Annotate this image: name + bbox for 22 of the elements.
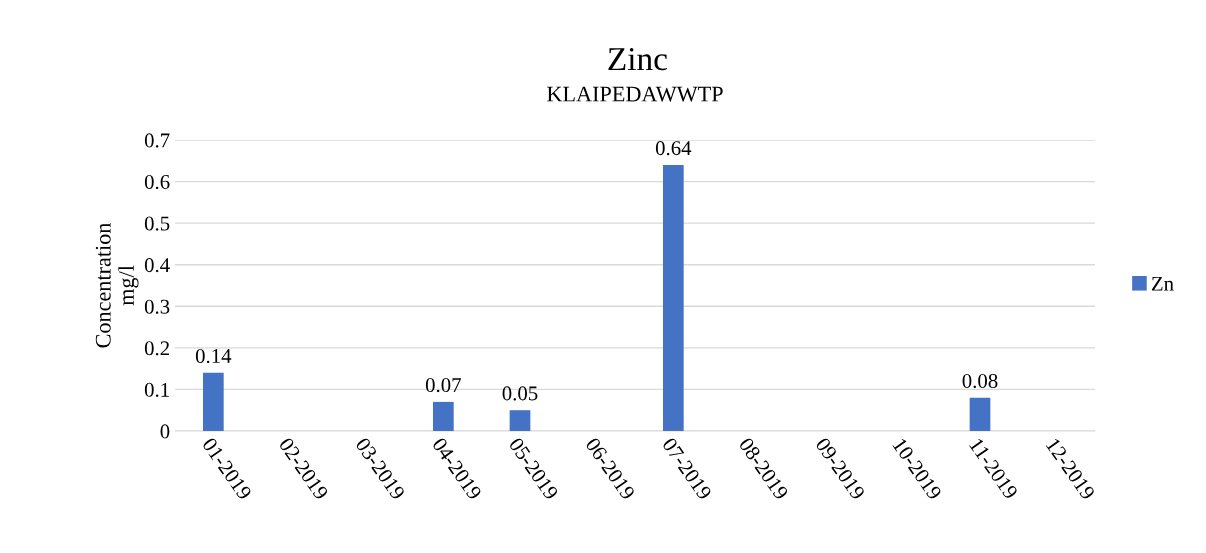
y-axis-title: Concentration mg/l <box>95 222 139 348</box>
chart-subtitle: KLAIPEDAWWTP <box>547 86 723 102</box>
y-tick-label: 0.4 <box>144 258 170 273</box>
bar <box>662 164 684 431</box>
y-tick-label: 0.5 <box>144 216 170 231</box>
y-tick-label: 0.2 <box>144 341 169 356</box>
y-tick-label: 0.1 <box>144 382 169 397</box>
data-label: 0.07 <box>425 378 461 393</box>
chart-title: Zinc <box>608 47 667 71</box>
y-tick-label: 0.3 <box>144 299 170 314</box>
bar <box>969 397 991 431</box>
y-tick-label: 0 <box>160 424 170 439</box>
data-label: 0.05 <box>502 386 538 401</box>
legend-label: Zn <box>1151 276 1174 291</box>
data-label: 0.08 <box>962 373 998 389</box>
data-label: 0.64 <box>655 141 692 156</box>
bar <box>202 372 224 431</box>
y-tick-label: 0.7 <box>144 133 170 148</box>
y-tick-label: 0.6 <box>144 174 170 190</box>
data-label: 0.14 <box>195 348 232 364</box>
bar <box>432 401 454 431</box>
bar <box>509 410 531 431</box>
